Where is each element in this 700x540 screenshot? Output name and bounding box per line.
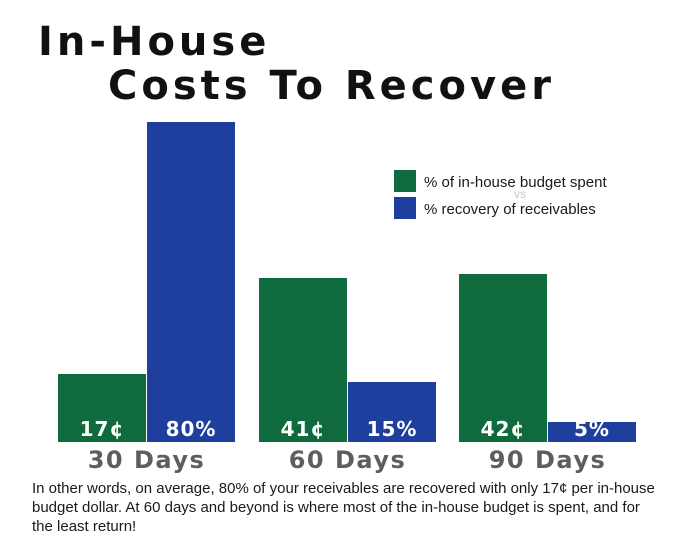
- legend-swatch-recovery: [394, 197, 416, 219]
- bar-budget-1: [58, 374, 146, 442]
- chart-title-line-1: In-House: [38, 19, 271, 65]
- bar-recovery-2: [348, 382, 436, 442]
- legend-vs-text: vs: [514, 187, 526, 201]
- bar-recovery-3: [548, 422, 636, 442]
- legend-swatch-budget: [394, 170, 416, 192]
- legend-label-budget: % of in-house budget spent: [424, 174, 607, 191]
- bar-value-label-budget-2: 41¢: [281, 417, 326, 441]
- chart-caption: In other words, on average, 80% of your …: [32, 480, 655, 535]
- category-label-3: 90 Days: [489, 446, 607, 474]
- chart-title-line-2: Costs To Recover: [108, 63, 555, 109]
- category-label-1: 30 Days: [88, 446, 206, 474]
- bar-value-label-budget-3: 42¢: [481, 417, 526, 441]
- category-label-2: 60 Days: [289, 446, 407, 474]
- bar-value-label-budget-1: 17¢: [80, 417, 125, 441]
- bar-budget-3: [459, 274, 547, 442]
- legend-label-recovery: % recovery of receivables: [424, 201, 596, 218]
- bar-budget-2: [259, 278, 347, 442]
- bar-value-label-recovery-1: 80%: [166, 417, 217, 441]
- bar-recovery-1: [147, 122, 235, 442]
- bar-value-label-recovery-2: 15%: [367, 417, 418, 441]
- bar-value-label-recovery-3: 5%: [574, 417, 610, 441]
